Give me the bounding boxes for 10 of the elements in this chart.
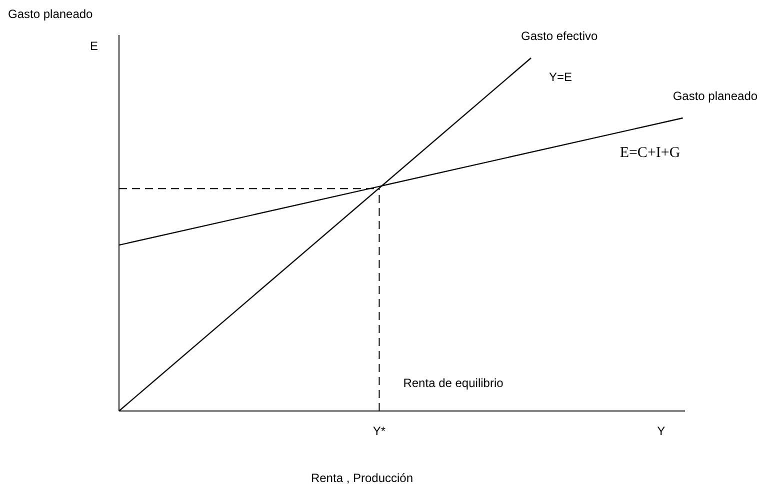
x-tick-label: Y <box>657 424 666 438</box>
x-axis-title: Renta , Producción <box>310 471 414 485</box>
text: E <box>90 39 98 53</box>
y-axis-title: Gasto planeado <box>8 7 94 21</box>
series-label: Gasto planeado <box>672 89 758 104</box>
annotation: E=C+I+G <box>620 145 680 162</box>
annotation: Y=E <box>549 70 572 84</box>
series-label: Gasto efectivo <box>521 29 598 43</box>
ref-line-label: Renta de equilibrio <box>403 376 504 390</box>
x-tick-label: Y* <box>372 424 386 438</box>
